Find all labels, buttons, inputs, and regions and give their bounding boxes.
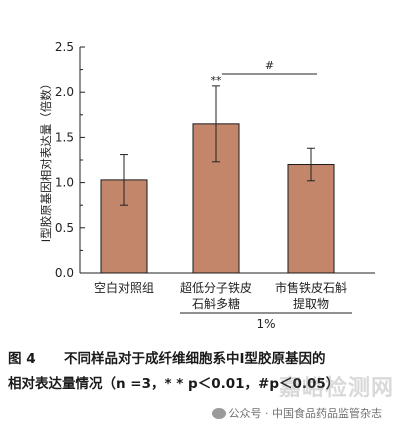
- chart-axes: 0.0 0.5 1.0 1.5 2.0 2.5 Ⅰ型胶原基因相对表达量（倍数）: [39, 40, 375, 280]
- wechat-source-text: 公众号 · 中国食品药品监管杂志: [228, 407, 383, 420]
- y-tick-label: 1.5: [55, 130, 74, 144]
- watermark-text: 嘉峪检测网: [278, 376, 394, 401]
- significance-stars: **: [211, 74, 223, 87]
- y-tick-label: 0.5: [55, 221, 74, 235]
- x-tick-label: 提取物: [293, 296, 329, 311]
- y-tick-label: 1.0: [55, 176, 74, 190]
- x-tick-label: 市售铁皮石斛: [275, 280, 347, 295]
- caption-line-1: 不同样品对于成纤维细胞系中Ⅰ型胶原基因的: [64, 351, 326, 367]
- figure-caption: 图 4 不同样品对于成纤维细胞系中Ⅰ型胶原基因的 相对表达量情况（n =3，* *…: [8, 347, 392, 397]
- y-axis-label: Ⅰ型胶原基因相对表达量（倍数）: [39, 78, 53, 242]
- figure-number: 图 4: [8, 351, 36, 367]
- group-label: 1%: [256, 317, 275, 331]
- y-tick-label: 2.0: [55, 85, 74, 99]
- x-tick-label: 空白对照组: [94, 280, 154, 295]
- wechat-source: 公众号 · 中国食品药品监管杂志: [211, 405, 383, 421]
- y-tick-label: 2.5: [55, 40, 74, 54]
- wechat-icon: [211, 407, 226, 419]
- y-tick-label: 0.0: [55, 266, 74, 280]
- x-tick-label: 石斛多糖: [192, 296, 240, 311]
- bar-chart: 0.0 0.5 1.0 1.5 2.0 2.5 Ⅰ型胶原基因相对表达量（倍数） 空白对照组 超…: [39, 40, 375, 331]
- significance-hash: #: [265, 59, 274, 72]
- caption-line-2: 相对表达量情况（n =3，* * p＜0.01，#p＜0.05）: [8, 376, 340, 392]
- bar: [287, 164, 335, 274]
- x-tick-label: 超低分子铁皮: [180, 280, 252, 295]
- chart-bars: [100, 85, 335, 274]
